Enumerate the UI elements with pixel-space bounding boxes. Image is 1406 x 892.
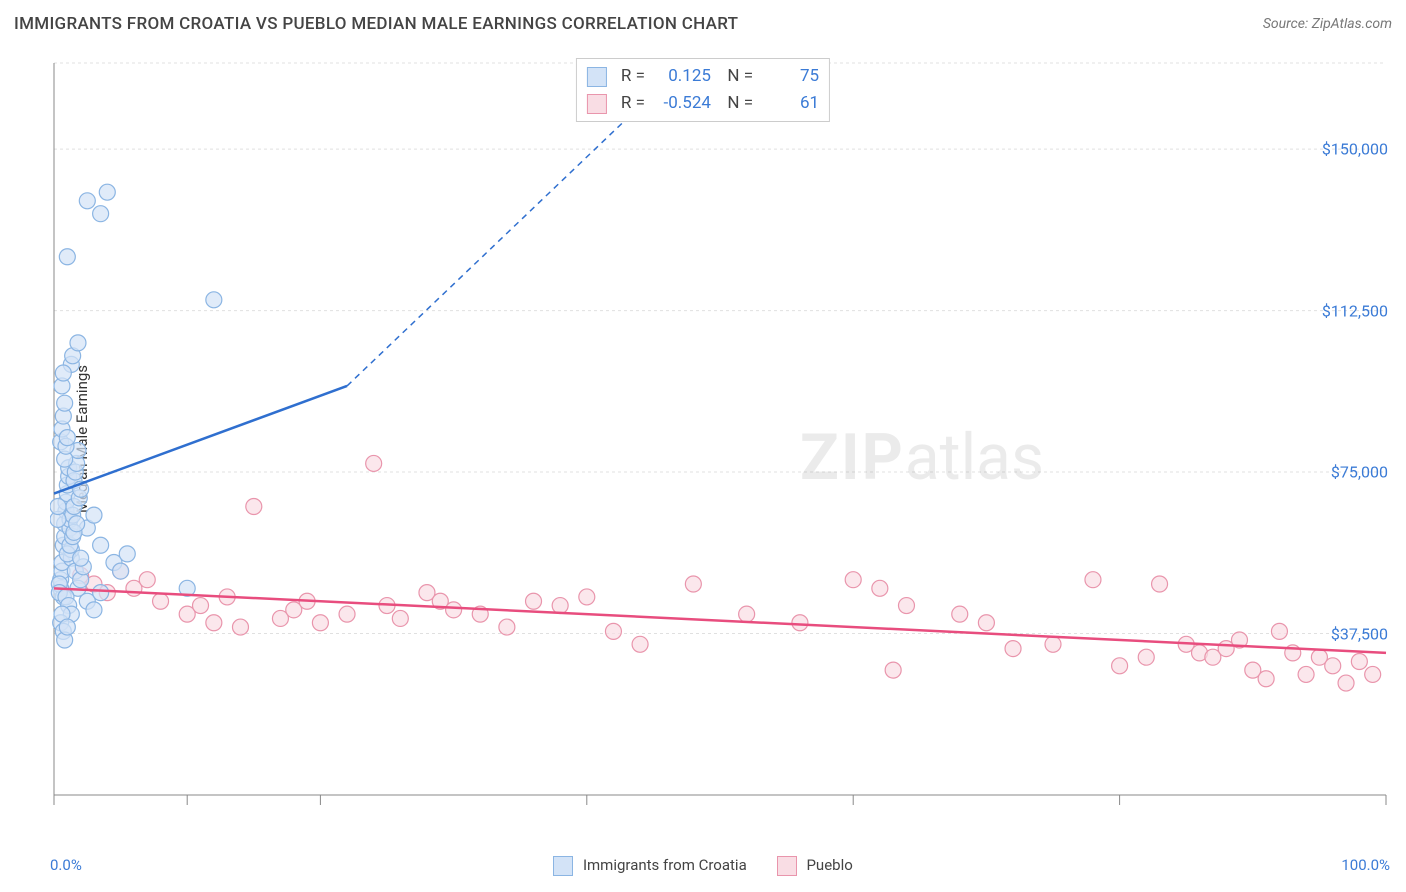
legend-r-label: R =	[621, 63, 645, 90]
legend-r-pueblo: -0.524	[653, 90, 711, 117]
legend-label-pueblo: Pueblo	[806, 856, 852, 874]
legend-row-pueblo: R = -0.524 N = 61	[587, 90, 819, 117]
swatch-croatia-icon	[587, 67, 607, 87]
chart-svg	[50, 55, 1390, 825]
legend-n-croatia: 75	[761, 63, 819, 90]
swatch-croatia-icon	[553, 856, 573, 876]
bottom-legend: Immigrants from Croatia Pueblo	[0, 856, 1406, 876]
y-tick-label: $112,500	[1322, 301, 1388, 320]
chart-title: IMMIGRANTS FROM CROATIA VS PUEBLO MEDIAN…	[14, 14, 738, 34]
title-bar: IMMIGRANTS FROM CROATIA VS PUEBLO MEDIAN…	[14, 14, 1392, 34]
source-label: Source: ZipAtlas.com	[1263, 16, 1392, 32]
swatch-pueblo-icon	[587, 94, 607, 114]
y-tick-label: $75,000	[1331, 463, 1388, 482]
legend-item-croatia: Immigrants from Croatia	[553, 856, 747, 876]
correlation-legend: R = 0.125 N = 75 R = -0.524 N = 61	[576, 58, 830, 122]
swatch-pueblo-icon	[777, 856, 797, 876]
y-tick-label: $37,500	[1331, 624, 1388, 643]
y-tick-label: $150,000	[1322, 140, 1388, 159]
legend-item-pueblo: Pueblo	[777, 856, 853, 876]
legend-n-label: N =	[719, 90, 753, 117]
legend-row-croatia: R = 0.125 N = 75	[587, 63, 819, 90]
legend-n-pueblo: 61	[761, 90, 819, 117]
legend-n-label: N =	[719, 63, 753, 90]
legend-r-label: R =	[621, 90, 645, 117]
legend-label-croatia: Immigrants from Croatia	[583, 856, 747, 874]
plot-area	[50, 55, 1390, 825]
legend-r-croatia: 0.125	[653, 63, 711, 90]
